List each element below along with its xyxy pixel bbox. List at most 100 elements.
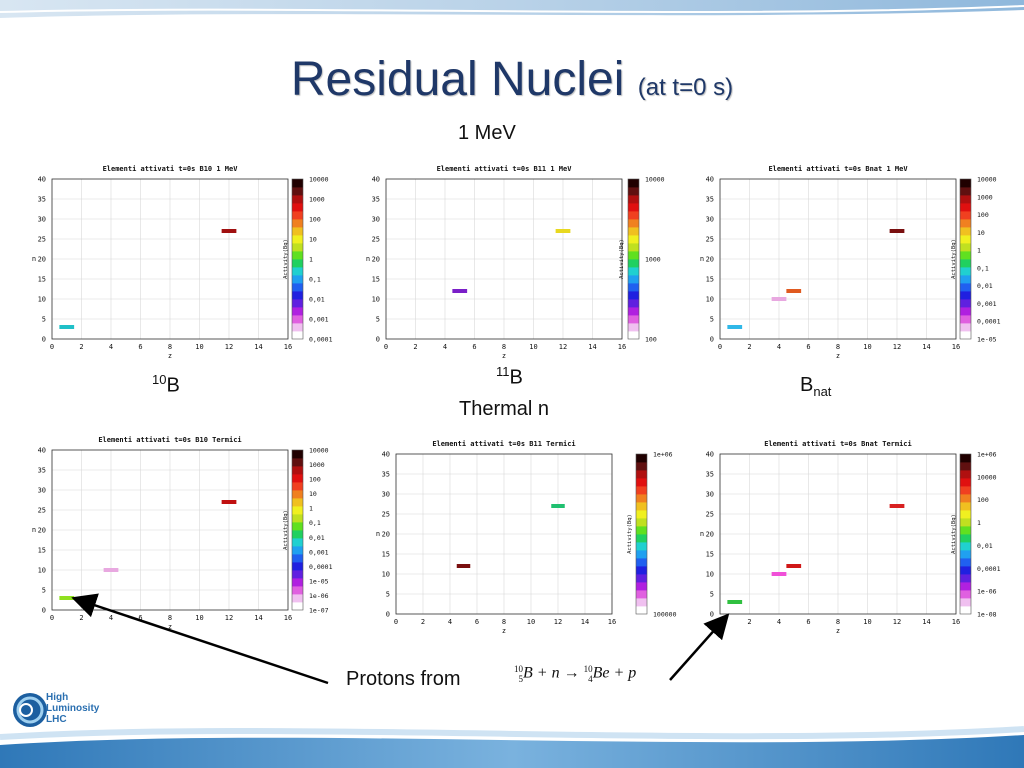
chart-b11-1mev: Elementi attivati t=0s B11 1 MeV 0 2 4 6 8 10 1…	[364, 160, 674, 360]
colorbar-segment	[292, 259, 303, 268]
x-tick-label: 6	[138, 343, 142, 351]
y-tick-label: 5	[376, 316, 380, 324]
colorbar-label: Activity(Bq)	[951, 514, 957, 554]
y-tick-label: 10	[382, 571, 390, 579]
x-axis-label: z	[168, 352, 172, 360]
y-tick-label: 15	[38, 276, 46, 284]
colorbar-tick-label: 0,001	[309, 548, 329, 556]
y-tick-label: 5	[42, 587, 46, 595]
colorbar-tick-label: 0,01	[977, 542, 993, 550]
target-label-b11: 11B	[496, 364, 523, 390]
colorbar-segment	[636, 470, 647, 479]
x-axis-label: z	[502, 352, 506, 360]
y-tick-label: 5	[42, 316, 46, 324]
colorbar-tick-label: 0,01	[309, 296, 325, 304]
x-tick-label: 16	[284, 343, 292, 351]
colorbar-tick-label: 100	[309, 216, 321, 224]
colorbar-tick-label: 100	[977, 211, 989, 219]
colorbar-tick-label: 1e-05	[309, 577, 329, 585]
colorbar-tick-label: 1000	[309, 196, 325, 204]
y-tick-label: 30	[38, 216, 46, 224]
colorbar-tick-label: 1000	[977, 193, 993, 201]
eq-arrow: →	[563, 664, 580, 682]
colorbar-tick-label: 0,001	[977, 300, 997, 308]
y-tick-label: 35	[38, 196, 46, 204]
colorbar-segment	[292, 498, 303, 507]
colorbar-tick-label: 1e-08	[977, 611, 997, 619]
colorbar-segment	[960, 283, 971, 292]
colorbar-segment	[292, 538, 303, 547]
data-cell	[221, 500, 237, 504]
colorbar-tick-label: 100	[309, 476, 321, 484]
colorbar-frame	[959, 178, 972, 340]
colorbar-tick-label: 10000	[977, 176, 997, 184]
colorbar-segment	[960, 275, 971, 284]
colorbar-segment	[292, 450, 303, 459]
colorbar-segment	[628, 187, 639, 196]
eq-plus-2: +	[613, 664, 625, 682]
colorbar-segment	[960, 494, 971, 503]
y-tick-label: 20	[372, 256, 380, 264]
colorbar-segment	[960, 518, 971, 527]
colorbar-tick-label: 10	[309, 236, 317, 244]
colorbar-label: Activity(Bq)	[951, 239, 957, 279]
colorbar-segment	[636, 486, 647, 495]
colorbar-tick-label: 0,0001	[977, 318, 1001, 326]
plot-frame	[719, 453, 957, 615]
colorbar-segment	[960, 291, 971, 300]
colorbar-segment	[960, 454, 971, 463]
colorbar-segment	[636, 542, 647, 551]
y-tick-label: 35	[382, 471, 390, 479]
element-symbol: B	[509, 366, 523, 389]
title-main: Residual Nuclei	[290, 53, 625, 106]
colorbar-tick-label: 0,1	[309, 519, 321, 527]
data-cell	[889, 229, 905, 233]
x-tick-label: 0	[50, 343, 54, 351]
colorbar-segment	[292, 602, 303, 611]
eq-mass-2: 10	[583, 664, 593, 674]
colorbar-segment	[292, 554, 303, 563]
colorbar-tick-label: 1	[309, 256, 313, 264]
chart-b11-thermal: Elementi attivati t=0s B11 Termici 0 2 4 6 8 1…	[374, 434, 677, 635]
x-tick-label: 0	[394, 618, 398, 626]
colorbar-tick-label: 10000	[977, 473, 997, 481]
colorbar-segment	[628, 331, 639, 340]
y-tick-label: 10	[372, 296, 380, 304]
colorbar-segment	[960, 251, 971, 260]
logo-text: High Luminosity LHC	[46, 692, 99, 725]
x-tick-label: 2	[79, 343, 83, 351]
y-tick-label: 30	[372, 216, 380, 224]
colorbar-segment	[292, 315, 303, 324]
colorbar-segment	[960, 566, 971, 575]
logo-line-3: LHC	[46, 714, 67, 725]
chart-svg: Elementi attivati t=0s B11 Termici 0 2 4 6 8 1…	[376, 440, 677, 635]
y-tick-label: 10	[706, 571, 714, 579]
x-tick-label: 16	[618, 343, 626, 351]
x-tick-label: 2	[79, 614, 83, 622]
colorbar-segment	[628, 283, 639, 292]
colorbar-segment	[960, 267, 971, 276]
colorbar-segment	[628, 291, 639, 300]
y-tick-label: 30	[38, 487, 46, 495]
colorbar-segment	[628, 195, 639, 204]
x-tick-label: 0	[50, 614, 54, 622]
y-tick-label: 35	[706, 196, 714, 204]
target-label-b10: 10B	[152, 372, 180, 398]
section-label-thermal: Thermal n	[459, 398, 550, 420]
colorbar-segment	[636, 478, 647, 487]
colorbar-label: Activity(Bq)	[619, 239, 625, 279]
colorbar-segment	[960, 331, 971, 340]
colorbar-segment	[292, 546, 303, 555]
colorbar-segment	[628, 323, 639, 332]
y-tick-label: 35	[38, 467, 46, 475]
x-tick-label: 16	[284, 614, 292, 622]
colorbar-segment	[292, 331, 303, 340]
x-tick-label: 14	[588, 343, 596, 351]
y-tick-label: 15	[372, 276, 380, 284]
colorbar-tick-label: 1	[977, 519, 981, 527]
plot-frame	[395, 453, 613, 615]
colorbar-segment	[960, 187, 971, 196]
x-tick-label: 10	[863, 343, 871, 351]
y-axis-label: n	[366, 255, 370, 263]
x-axis-label: z	[168, 623, 172, 631]
